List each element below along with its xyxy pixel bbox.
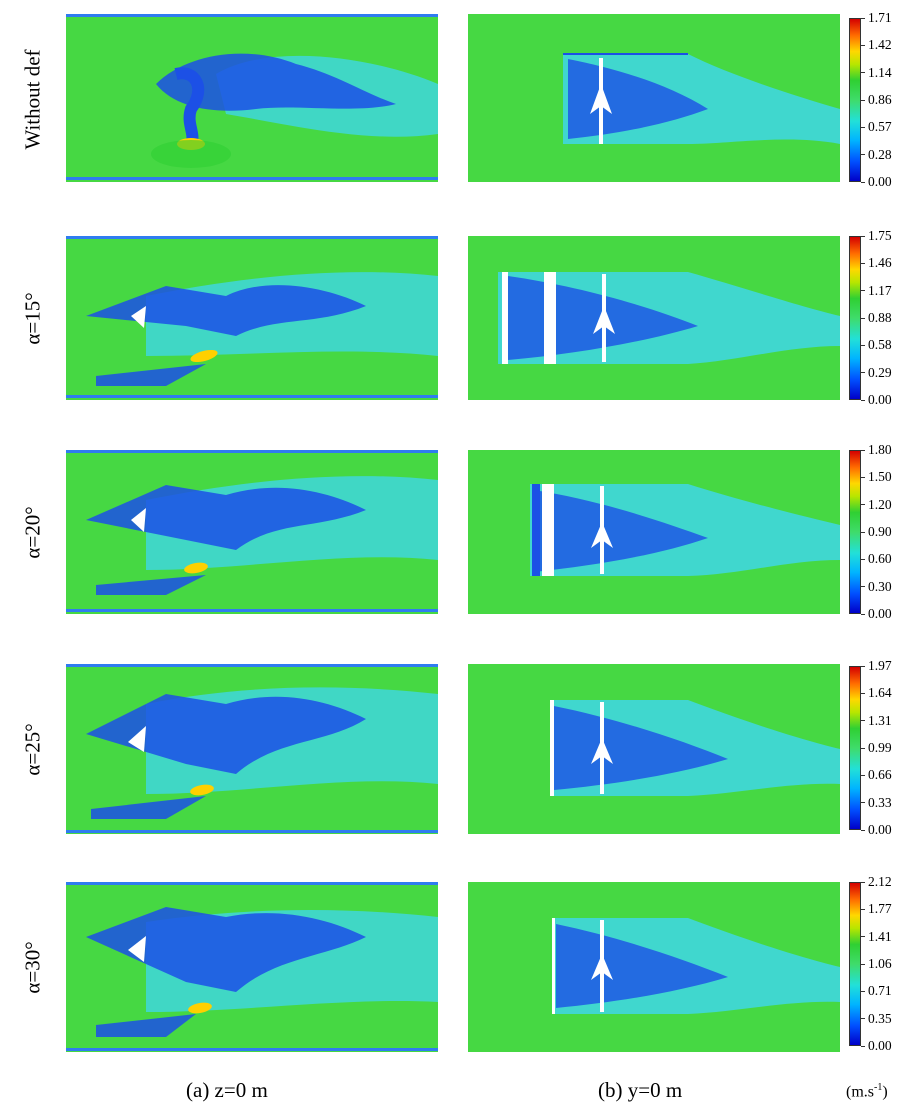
contour-a-row5 — [66, 882, 438, 1051]
tick-label: 0.71 — [861, 983, 907, 998]
row-label-alpha-25: α=25° — [8, 664, 58, 834]
tick-label: 1.46 — [861, 255, 907, 270]
unit-close: ) — [882, 1083, 888, 1101]
tick-label: 0.60 — [861, 551, 907, 566]
contour-a-row3 — [66, 450, 438, 612]
row-label-without-def: Without def — [8, 16, 58, 182]
tick-label: 0.00 — [861, 606, 907, 621]
unit-base: (m.s — [846, 1083, 874, 1101]
tick-label: 1.64 — [861, 685, 907, 700]
tick-label: 1.14 — [861, 65, 907, 80]
colorbar-ticks-row5: 2.12 1.77 1.41 1.06 0.71 0.35 0.00 — [861, 874, 907, 1053]
panel-a-row1 — [66, 14, 438, 182]
panel-a-row4 — [66, 664, 438, 834]
tick-label: 0.66 — [861, 767, 907, 782]
tick-label: 1.77 — [861, 901, 907, 916]
panel-b-row4 — [468, 664, 840, 834]
tick-label: 1.80 — [861, 442, 907, 457]
row-label-text: α=25° — [20, 722, 45, 776]
contour-a-row2 — [66, 236, 438, 398]
caption-b: (b) y=0 m — [598, 1078, 683, 1102]
tick-label: 0.88 — [861, 310, 907, 325]
tick-label: 1.06 — [861, 956, 907, 971]
tick-label: 1.75 — [861, 228, 907, 243]
tick-label: 0.28 — [861, 147, 907, 162]
tick-label: 1.42 — [861, 37, 907, 52]
tick-label: 1.20 — [861, 497, 907, 512]
contour-b-row5 — [552, 918, 840, 1014]
colorbar-row4 — [849, 666, 861, 830]
row-label-text: Without def — [20, 48, 45, 150]
tick-label: 0.58 — [861, 337, 907, 352]
tick-label: 0.86 — [861, 92, 907, 107]
panel-a-row2 — [66, 236, 438, 400]
colorbar-ticks-row2: 1.75 1.46 1.17 0.88 0.58 0.29 0.00 — [861, 228, 907, 407]
tick-label: 2.12 — [861, 874, 907, 889]
contour-b-row4 — [550, 700, 840, 796]
contour-b-row2 — [498, 272, 840, 364]
tick-label: 0.90 — [861, 524, 907, 539]
tick-label: 0.29 — [861, 365, 907, 380]
panel-a-row5 — [66, 882, 438, 1052]
tick-label: 0.99 — [861, 740, 907, 755]
row-label-alpha-20: α=20° — [8, 450, 58, 614]
colorbar-row2 — [849, 236, 861, 400]
tick-label: 0.30 — [861, 579, 907, 594]
colorbar-ticks-row1: 1.71 1.42 1.14 0.86 0.57 0.28 0.00 — [861, 10, 907, 189]
tick-label: 1.31 — [861, 713, 907, 728]
unit-label: (m.s-1) — [846, 1082, 888, 1101]
row-label-text: α=20° — [20, 505, 45, 559]
colorbar-row1 — [849, 18, 861, 182]
caption-a: (a) z=0 m — [186, 1078, 268, 1102]
row-label-alpha-30: α=30° — [8, 882, 58, 1052]
tick-label: 0.33 — [861, 795, 907, 810]
panel-b-row1 — [468, 14, 840, 182]
tick-label: 1.71 — [861, 10, 907, 25]
row-label-text: α=30° — [20, 940, 45, 994]
panel-b-row5 — [468, 882, 840, 1052]
unit-exponent: -1 — [874, 1082, 883, 1093]
panel-a-row3 — [66, 450, 438, 614]
tick-label: 1.41 — [861, 929, 907, 944]
row-label-text: α=15° — [20, 291, 45, 345]
contour-a-row1 — [66, 14, 438, 180]
contour-a-row4 — [66, 664, 438, 833]
colorbar-row3 — [849, 450, 861, 614]
contour-b-row3 — [530, 484, 840, 576]
tick-label: 0.00 — [861, 174, 907, 189]
tick-label: 0.00 — [861, 392, 907, 407]
colorbar-ticks-row4: 1.97 1.64 1.31 0.99 0.66 0.33 0.00 — [861, 658, 907, 837]
tick-label: 1.17 — [861, 283, 907, 298]
tick-label: 1.97 — [861, 658, 907, 673]
row-label-alpha-15: α=15° — [8, 236, 58, 400]
colorbar-ticks-row3: 1.80 1.50 1.20 0.90 0.60 0.30 0.00 — [861, 442, 907, 621]
contour-b-row1 — [563, 53, 840, 144]
tick-label: 0.57 — [861, 119, 907, 134]
tick-label: 0.00 — [861, 822, 907, 837]
tick-label: 0.35 — [861, 1011, 907, 1026]
tick-label: 1.50 — [861, 469, 907, 484]
colorbar-row5 — [849, 882, 861, 1046]
panel-b-row3 — [468, 450, 840, 614]
tick-label: 0.00 — [861, 1038, 907, 1053]
panel-b-row2 — [468, 236, 840, 400]
